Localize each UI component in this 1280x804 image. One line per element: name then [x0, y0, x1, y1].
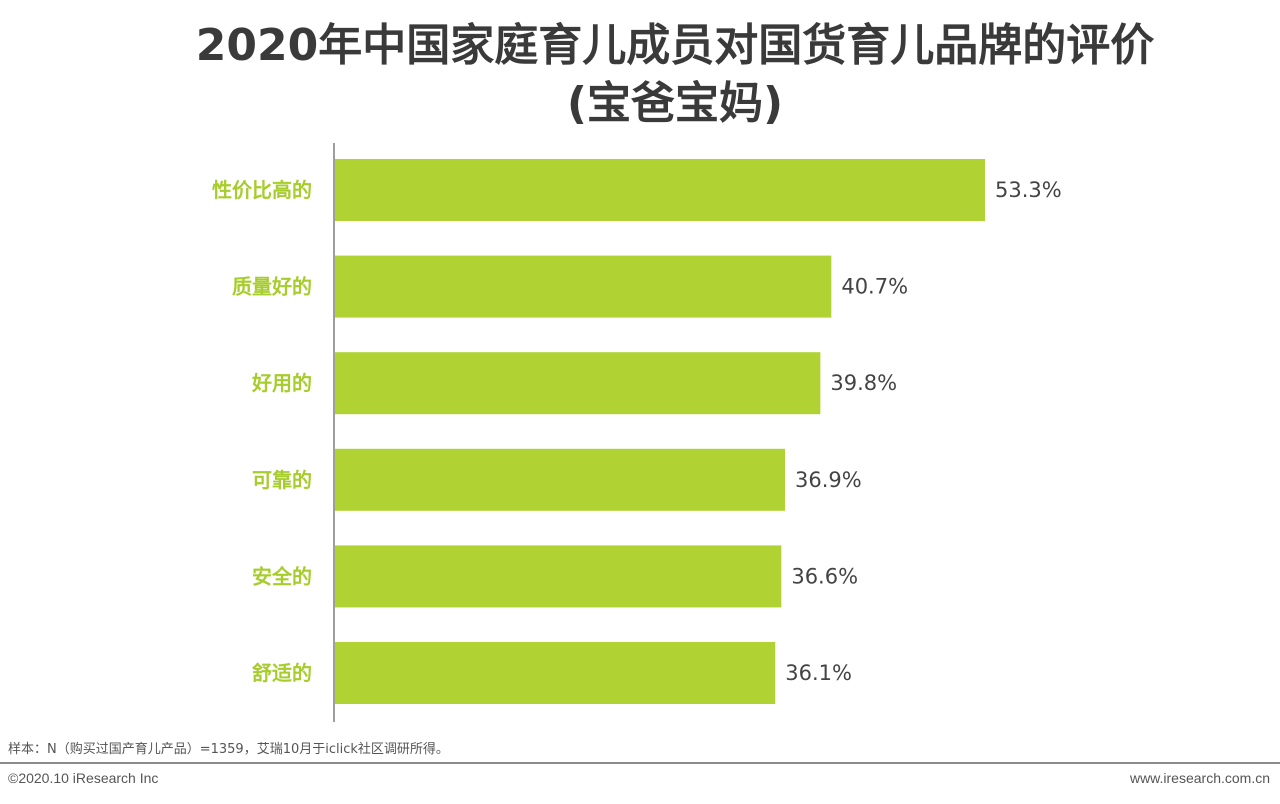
bar-4	[335, 545, 782, 608]
value-label-1: 40.7%	[841, 275, 908, 299]
category-label-5: 舒适的	[252, 661, 312, 685]
category-label-0: 性价比高的	[212, 178, 312, 202]
value-labels-group: 53.3% 40.7% 39.8% 36.9% 36.6% 36.1%	[785, 178, 1061, 685]
category-label-2: 好用的	[251, 371, 312, 395]
category-label-3: 可靠的	[252, 468, 312, 492]
category-label-4: 安全的	[252, 564, 312, 588]
bar-5	[335, 642, 776, 704]
copyright-text: ©2020.10 iResearch Inc	[8, 770, 159, 786]
category-label-1: 质量好的	[232, 275, 312, 299]
bar-3	[335, 448, 785, 511]
website-link[interactable]: www.iresearch.com.cn	[1129, 770, 1270, 786]
bar-1	[335, 255, 832, 318]
chart-title-line-2: (宝爸宝妈)	[566, 78, 784, 129]
value-label-5: 36.1%	[785, 661, 852, 685]
bar-2	[335, 352, 821, 415]
bars-group	[335, 159, 985, 704]
value-label-4: 36.6%	[791, 564, 858, 588]
value-label-0: 53.3%	[995, 178, 1062, 202]
sample-footnote: 样本：N（购买过国产育儿产品）=1359，艾瑞10月于iclick社区调研所得。	[8, 742, 449, 757]
bar-0	[335, 159, 985, 221]
footer-divider	[0, 762, 1280, 764]
value-label-3: 36.9%	[795, 468, 862, 492]
chart-title-line-1: 2020年中国家庭育儿成员对国货育儿品牌的评价	[195, 20, 1155, 71]
value-label-2: 39.8%	[830, 371, 897, 395]
